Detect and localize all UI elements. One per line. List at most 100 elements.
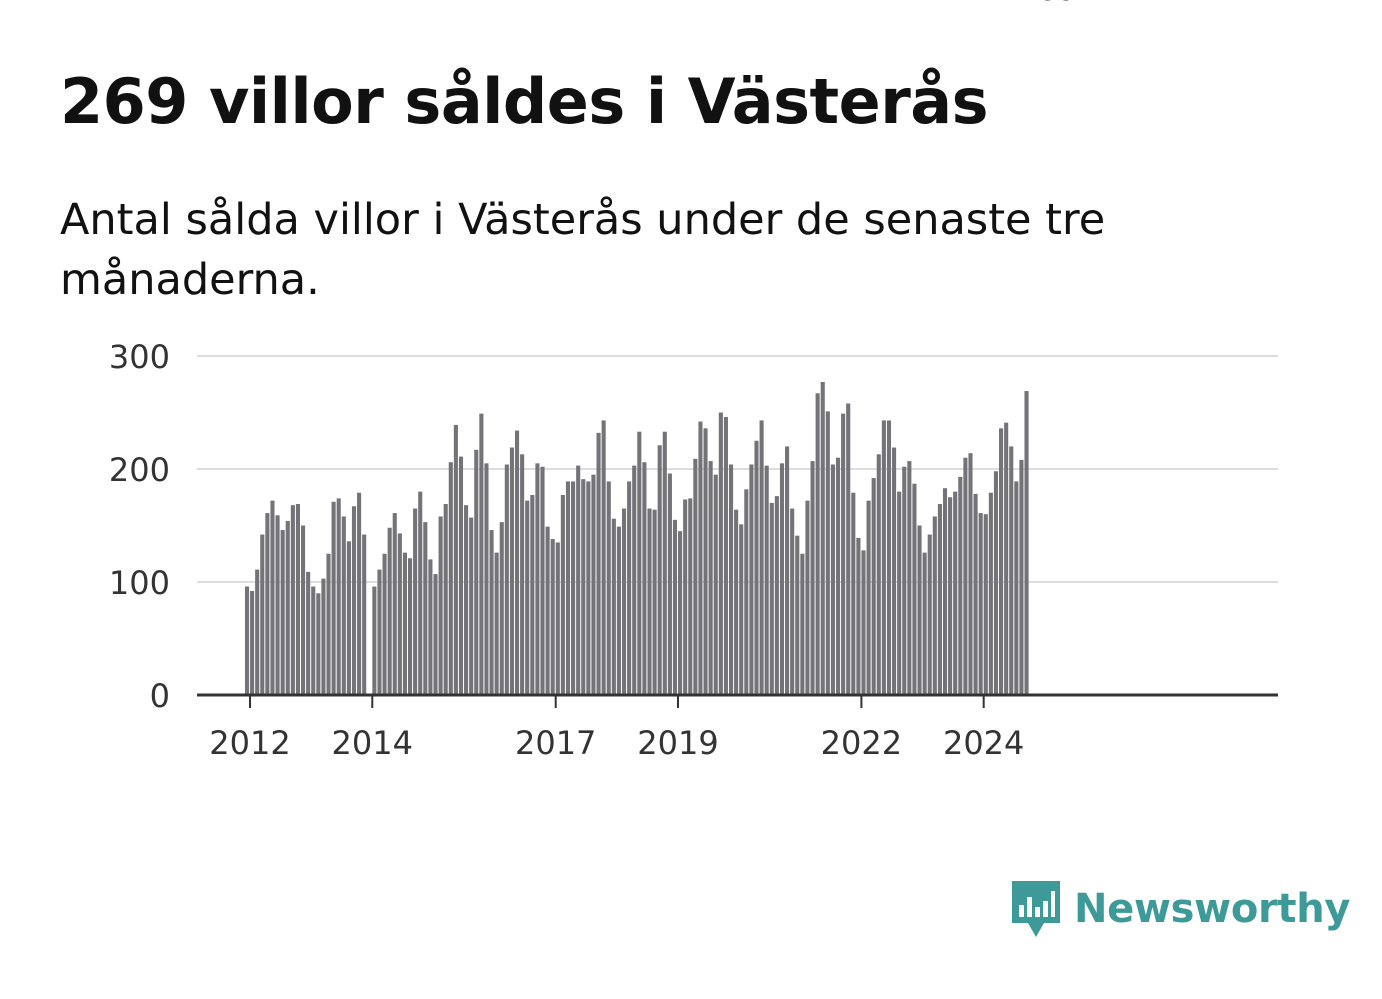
bar [846,403,851,695]
bar [606,481,611,695]
bar [851,492,856,695]
bar [693,458,698,695]
bar [576,465,581,695]
bar [428,559,433,695]
bar [739,524,744,695]
bar [306,571,311,695]
bars [244,381,1029,695]
bar [601,420,606,695]
bar [545,526,550,695]
bar [260,534,265,695]
bar [560,494,565,695]
bar [514,430,520,695]
latest-value-label: 269 [1015,0,1078,8]
bar [250,591,255,695]
bar [244,586,250,695]
bar [825,411,830,695]
bar [362,534,367,695]
bar [346,541,351,695]
bar [698,421,703,695]
bar [484,463,489,695]
bar [596,432,601,695]
bar [683,499,688,695]
bar [902,466,907,695]
bar [550,539,555,695]
x-axis-labels: 2012 2014 2017 2019 2022 2024 [209,695,1024,762]
bar [642,462,647,695]
bar [805,500,810,695]
bar [769,502,774,695]
bar [672,519,678,695]
bar [647,508,652,695]
bar [479,413,484,695]
bar [973,493,978,695]
bar [413,508,418,695]
bar [265,513,270,695]
bar [937,504,942,695]
bar [616,526,621,695]
x-tick-label: 2019 [637,724,718,762]
bar [555,542,560,695]
bar [438,516,443,695]
bar [295,504,300,695]
bar [377,569,382,695]
bar [270,500,275,695]
bar [311,586,316,695]
x-tick-label: 2022 [821,724,902,762]
bar [988,492,993,695]
bar [927,534,932,695]
bar [652,509,657,695]
bar [728,464,734,695]
bar [382,553,387,695]
bar [678,531,683,695]
bar [958,476,963,695]
bar [871,478,876,695]
x-tick-label: 2012 [209,724,290,762]
x-tick-label: 2014 [332,724,413,762]
bar [316,593,321,695]
bar [795,535,800,695]
bar [978,513,983,695]
y-tick-label: 100 [109,564,170,602]
bar [881,420,886,695]
bar [835,457,841,695]
bar [321,578,326,695]
bar [983,514,988,695]
bar [1009,446,1014,695]
bar [464,505,469,695]
bar [1014,481,1019,695]
bar [632,465,637,695]
bar [963,457,968,695]
x-tick-label: 2017 [515,724,596,762]
bar [275,515,280,695]
bar [520,454,525,695]
bar [611,518,616,695]
bar [418,491,423,695]
y-tick-label: 200 [109,451,170,489]
newsworthy-logo[interactable]: Newsworthy [1010,878,1351,940]
bar [708,461,713,695]
bar [734,509,739,695]
bar [948,497,953,695]
bar [535,463,540,695]
bar [392,513,397,695]
bar [1024,391,1029,695]
bar [779,463,785,695]
bar [830,464,835,695]
bar [397,533,402,695]
bar [621,508,627,695]
bar [458,456,464,695]
bar [999,428,1004,695]
bar [591,474,596,695]
bar [723,417,728,695]
bar [453,424,458,695]
bar [504,464,509,695]
bar [1019,459,1024,695]
bar [993,471,999,695]
bar [627,481,632,695]
bar [443,504,448,695]
bar [820,381,825,695]
bar [688,498,693,695]
bar [565,481,571,695]
